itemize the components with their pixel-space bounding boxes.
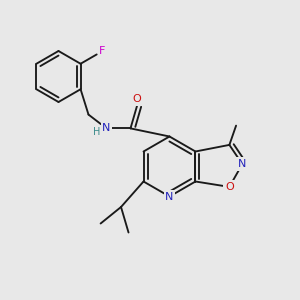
- Text: H: H: [93, 127, 100, 137]
- Text: N: N: [165, 191, 174, 202]
- Text: F: F: [99, 46, 106, 56]
- Text: O: O: [133, 94, 142, 104]
- Text: N: N: [238, 159, 247, 169]
- Text: N: N: [102, 123, 111, 134]
- Text: O: O: [225, 182, 234, 192]
